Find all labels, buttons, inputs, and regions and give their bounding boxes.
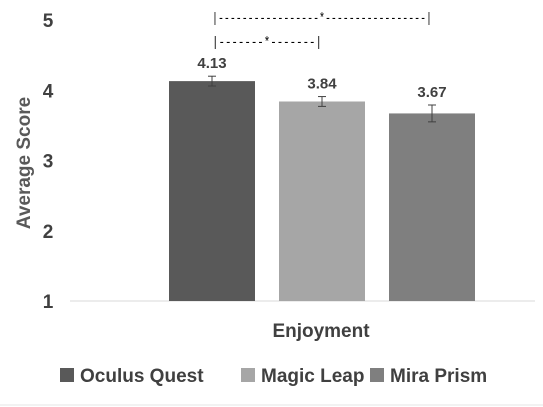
y-axis-label: Average Score bbox=[14, 97, 35, 229]
legend-swatch bbox=[241, 368, 255, 382]
x-axis-category-label: Enjoyment bbox=[272, 321, 370, 342]
data-labels: 4.13 3.84 3.67 bbox=[197, 55, 446, 101]
y-tick-label: 3 bbox=[43, 152, 54, 173]
y-tick-label: 2 bbox=[43, 222, 54, 243]
data-label: 4.13 bbox=[197, 55, 226, 72]
legend: Oculus Quest Magic Leap Mira Prism bbox=[60, 366, 487, 387]
y-axis-ticks: 1 2 3 4 5 bbox=[43, 11, 54, 313]
legend-label: Magic Leap bbox=[261, 366, 364, 387]
legend-label: Oculus Quest bbox=[80, 366, 204, 387]
significance-annotations: |-----------------*-----------------| |--… bbox=[212, 11, 432, 51]
y-tick-label: 1 bbox=[43, 292, 54, 313]
bar-magic-leap bbox=[279, 101, 365, 302]
data-label: 3.84 bbox=[307, 76, 337, 93]
bar-oculus-quest bbox=[169, 81, 255, 302]
significance-bracket: |-------*-------| bbox=[212, 35, 322, 51]
legend-label: Mira Prism bbox=[390, 366, 487, 387]
significance-bracket: |-----------------*-----------------| bbox=[212, 11, 432, 27]
error-bars bbox=[208, 75, 436, 123]
data-label: 3.67 bbox=[417, 84, 446, 101]
y-tick-label: 5 bbox=[43, 11, 54, 32]
bars bbox=[169, 81, 475, 302]
legend-swatch bbox=[60, 368, 74, 382]
y-tick-label: 4 bbox=[43, 81, 54, 102]
bar-mira-prism bbox=[389, 113, 475, 302]
legend-swatch bbox=[370, 368, 384, 382]
